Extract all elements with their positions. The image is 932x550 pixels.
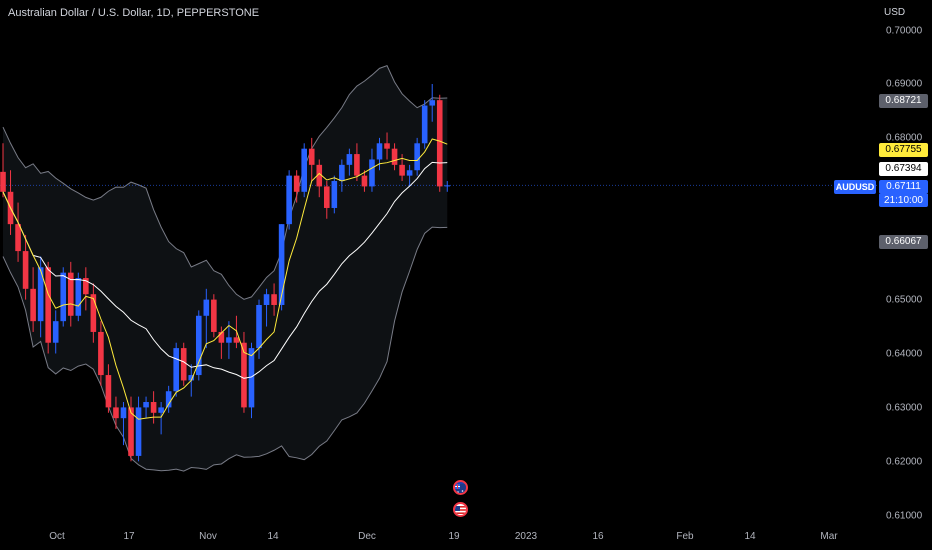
candle-body: [293, 175, 300, 192]
price-tick: 0.69000: [886, 78, 923, 90]
candle-body: [128, 407, 134, 456]
candle-body: [135, 407, 142, 456]
candle-body: [52, 321, 59, 343]
candle-body: [195, 315, 202, 376]
candle-body: [158, 407, 164, 413]
usa-flag-icon[interactable]: [453, 502, 468, 517]
candle-body: [211, 299, 217, 332]
candle-body: [180, 348, 187, 381]
candle-body: [421, 105, 428, 144]
time-label: Mar: [820, 531, 838, 542]
candle-body: [60, 272, 67, 322]
candlestick-chart[interactable]: [0, 0, 878, 522]
candle-body: [263, 294, 270, 305]
price-tick: 0.63000: [886, 402, 923, 414]
candle-body: [271, 294, 277, 305]
candle-body: [406, 170, 413, 176]
candle-body: [361, 175, 368, 187]
candle-body: [301, 148, 307, 192]
bar-countdown: 21:10:00: [879, 194, 928, 207]
candle-body: [248, 348, 255, 408]
price-tick: 0.61000: [886, 510, 923, 522]
time-label: 17: [123, 531, 135, 542]
last-price-label: 0.67111: [879, 180, 928, 194]
candle-body: [22, 251, 29, 289]
candle-body: [203, 299, 210, 316]
candle-body: [436, 100, 443, 187]
candle-body: [226, 337, 232, 343]
time-label: 2023: [514, 531, 538, 542]
candle-body: [391, 148, 398, 165]
bollinger-lower-line: [2, 226, 448, 472]
candle-body: [286, 175, 292, 225]
candle-body: [444, 185, 451, 187]
price-tick: 0.62000: [886, 456, 923, 468]
time-label: 16: [592, 531, 604, 542]
lower-band-label: 0.66067: [879, 235, 928, 249]
candle-body: [233, 337, 240, 343]
time-label: 14: [744, 531, 756, 542]
fast-ma-line: [2, 138, 448, 420]
candle-body: [376, 143, 383, 160]
candle-body: [218, 331, 225, 343]
candle-body: [384, 143, 390, 149]
candle-body: [165, 391, 172, 408]
symbol-label: AUDUSD: [834, 180, 876, 194]
candle-body: [429, 100, 436, 106]
candle-body: [15, 224, 21, 252]
price-tick: 0.70000: [886, 25, 923, 37]
basis-ma-label: 0.67394: [879, 162, 928, 176]
candle-body: [354, 154, 360, 176]
candle-body: [37, 267, 44, 322]
candle-body: [173, 348, 179, 392]
candle-body: [308, 148, 315, 165]
australia-flag-icon[interactable]: [453, 480, 468, 495]
price-tick: 0.64000: [886, 348, 923, 360]
candle-body: [105, 375, 112, 408]
time-label: Feb: [676, 531, 694, 542]
candle-body: [331, 181, 338, 208]
candle-body: [120, 407, 127, 419]
candle-body: [113, 407, 119, 419]
candle-body: [83, 278, 89, 295]
candle-body: [323, 186, 330, 208]
time-label: Dec: [358, 531, 376, 542]
candle-body: [67, 272, 74, 316]
chart-title: Australian Dollar / U.S. Dollar, 1D, PEP…: [8, 7, 260, 19]
candle-body: [241, 342, 247, 408]
bollinger-upper-line: [2, 65, 448, 300]
time-label: 14: [267, 531, 279, 542]
price-tick: 0.65000: [886, 294, 923, 306]
candle-body: [98, 331, 104, 376]
candle-body: [316, 164, 323, 187]
candle-body: [30, 288, 36, 322]
basis-ma-line: [2, 161, 448, 379]
time-label: 19: [448, 531, 460, 542]
chart-plot-area[interactable]: [0, 0, 878, 522]
candle-body: [188, 375, 195, 381]
candle-body: [346, 154, 353, 165]
candle-body: [414, 143, 420, 171]
upper-band-label: 0.68721: [879, 94, 928, 108]
bollinger-band-fill: [3, 65, 448, 472]
candle-body: [399, 164, 405, 176]
candle-body: [0, 171, 6, 192]
time-label: Nov: [199, 531, 217, 542]
time-label: Oct: [49, 531, 65, 542]
fast-ma-label: 0.67755: [879, 143, 928, 157]
price-axis-currency: USD: [884, 7, 906, 18]
candle-body: [90, 294, 97, 332]
candle-body: [143, 402, 149, 408]
candle-body: [339, 164, 345, 182]
candle-body: [256, 304, 262, 349]
candle-body: [150, 402, 157, 413]
price-tick: 0.68000: [886, 132, 923, 144]
candle-body: [278, 224, 285, 305]
candle-body: [75, 278, 82, 316]
candle-body: [369, 159, 375, 187]
candle-body: [45, 267, 51, 343]
